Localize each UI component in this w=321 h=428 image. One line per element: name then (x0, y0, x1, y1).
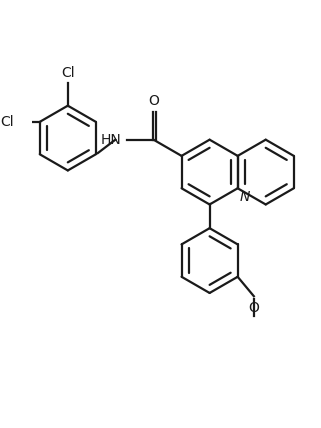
Text: Cl: Cl (61, 66, 74, 80)
Text: N: N (239, 190, 250, 204)
Text: O: O (148, 94, 159, 107)
Text: Cl: Cl (0, 115, 14, 129)
Text: HN: HN (100, 133, 121, 147)
Text: O: O (248, 301, 259, 315)
